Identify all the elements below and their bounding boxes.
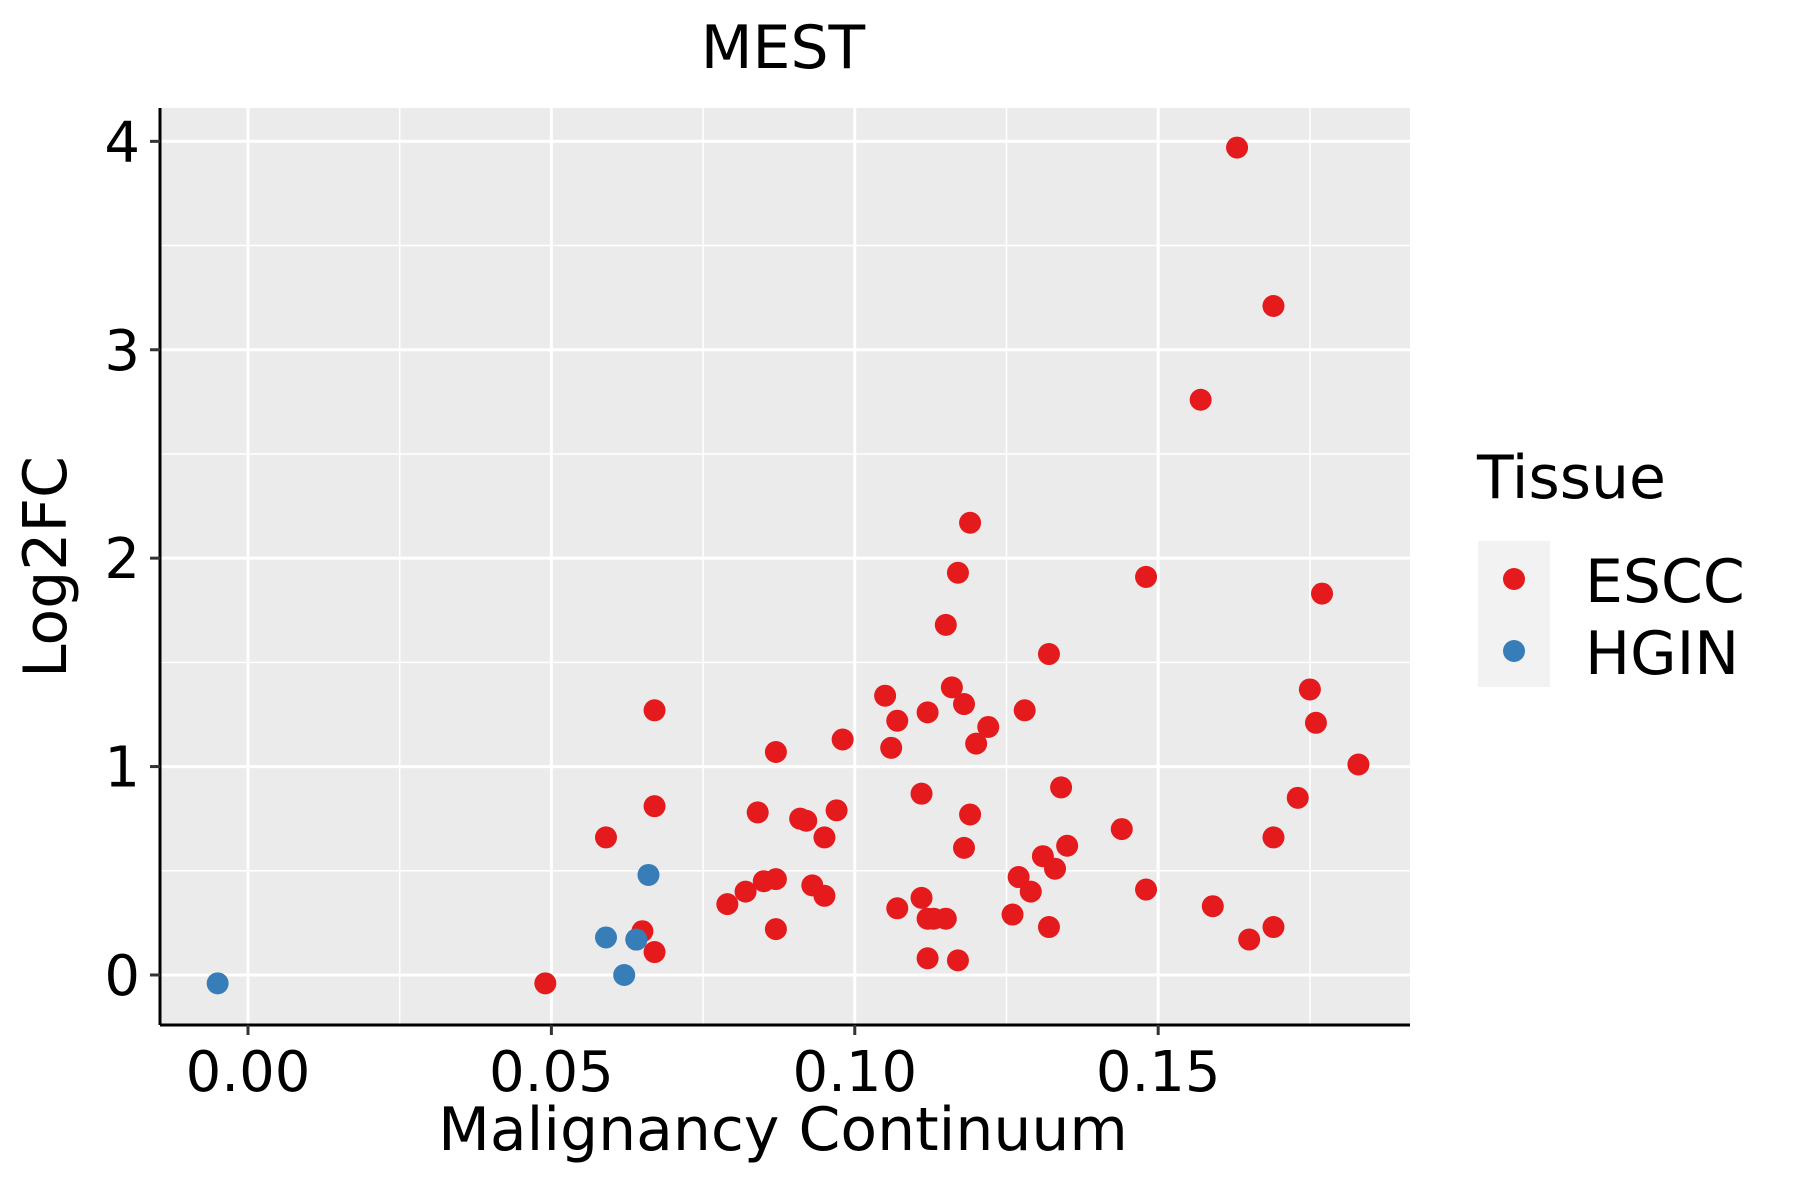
legend-label-hgin: HGIN (1585, 619, 1739, 689)
point-escc (764, 868, 787, 891)
y-tick-label: 3 (104, 319, 140, 384)
point-escc (643, 795, 666, 818)
x-tick-label: 0.10 (792, 1040, 917, 1105)
point-escc (1262, 826, 1285, 849)
x-axis-ticks: 0.00 0.05 0.10 0.15 (186, 1025, 1221, 1105)
point-escc (813, 884, 836, 907)
point-escc (965, 732, 988, 755)
y-axis-title: Log2FC (11, 456, 81, 678)
point-escc (874, 684, 897, 707)
y-tick-label: 1 (104, 736, 140, 801)
point-escc (1007, 866, 1030, 889)
point-escc (1044, 857, 1067, 880)
point-escc (1001, 903, 1024, 926)
point-escc (934, 613, 957, 636)
point-escc (946, 561, 969, 584)
point-escc (1262, 294, 1285, 317)
y-tick-label: 2 (104, 527, 140, 592)
legend-key-hgin (1503, 640, 1525, 662)
point-escc (746, 801, 769, 824)
point-escc (716, 893, 739, 916)
point-escc (940, 676, 963, 699)
point-hgin (637, 863, 660, 886)
point-escc (1037, 916, 1060, 939)
point-escc (831, 728, 854, 751)
point-escc (886, 897, 909, 920)
point-escc (1056, 834, 1079, 857)
point-escc (1311, 582, 1334, 605)
point-escc (959, 511, 982, 534)
chart-title: MEST (701, 13, 866, 83)
point-escc (946, 949, 969, 972)
point-escc (1050, 776, 1073, 799)
point-hgin (613, 963, 636, 986)
point-escc (1304, 711, 1327, 734)
point-escc (1037, 643, 1060, 666)
point-escc (795, 809, 818, 832)
y-tick-label: 0 (104, 944, 140, 1009)
point-escc (643, 941, 666, 964)
data-points (206, 136, 1370, 995)
point-hgin (594, 926, 617, 949)
point-escc (959, 803, 982, 826)
point-hgin (206, 972, 229, 995)
point-escc (825, 799, 848, 822)
major-gridlines (160, 108, 1410, 1025)
point-escc (1135, 878, 1158, 901)
point-escc (910, 782, 933, 805)
point-escc (916, 947, 939, 970)
y-tick-label: 4 (104, 110, 140, 175)
point-escc (734, 880, 757, 903)
point-escc (1110, 818, 1133, 841)
point-escc (886, 709, 909, 732)
legend-key-escc (1503, 568, 1525, 590)
point-escc (1013, 699, 1036, 722)
point-escc (594, 826, 617, 849)
point-escc (643, 699, 666, 722)
point-hgin (625, 928, 648, 951)
legend-label-escc: ESCC (1585, 547, 1745, 617)
point-escc (1298, 678, 1321, 701)
x-tick-label: 0.05 (489, 1040, 614, 1105)
y-axis-ticks: 0 1 2 3 4 (104, 110, 160, 1009)
minor-gridlines (160, 108, 1410, 1025)
point-escc (1238, 928, 1261, 951)
point-escc (1135, 565, 1158, 588)
point-escc (534, 972, 557, 995)
point-escc (910, 886, 933, 909)
legend: Tissue ESCC HGIN (1476, 443, 1745, 689)
point-escc (1189, 388, 1212, 411)
point-escc (1226, 136, 1249, 159)
point-escc (813, 826, 836, 849)
legend-key-background (1478, 541, 1550, 687)
point-escc (953, 693, 976, 716)
point-escc (764, 918, 787, 941)
point-escc (1019, 880, 1042, 903)
point-escc (880, 736, 903, 759)
point-escc (1262, 916, 1285, 939)
legend-title: Tissue (1476, 443, 1666, 513)
point-escc (1347, 753, 1370, 776)
point-escc (1286, 786, 1309, 809)
point-escc (953, 836, 976, 859)
point-escc (1201, 895, 1224, 918)
point-escc (764, 740, 787, 763)
plot-panel (160, 108, 1410, 1025)
point-escc (916, 701, 939, 724)
point-escc (934, 907, 957, 930)
x-tick-label: 0.15 (1096, 1040, 1221, 1105)
x-tick-label: 0.00 (186, 1040, 311, 1105)
x-axis-title: Malignancy Continuum (438, 1095, 1128, 1165)
point-escc (977, 715, 1000, 738)
